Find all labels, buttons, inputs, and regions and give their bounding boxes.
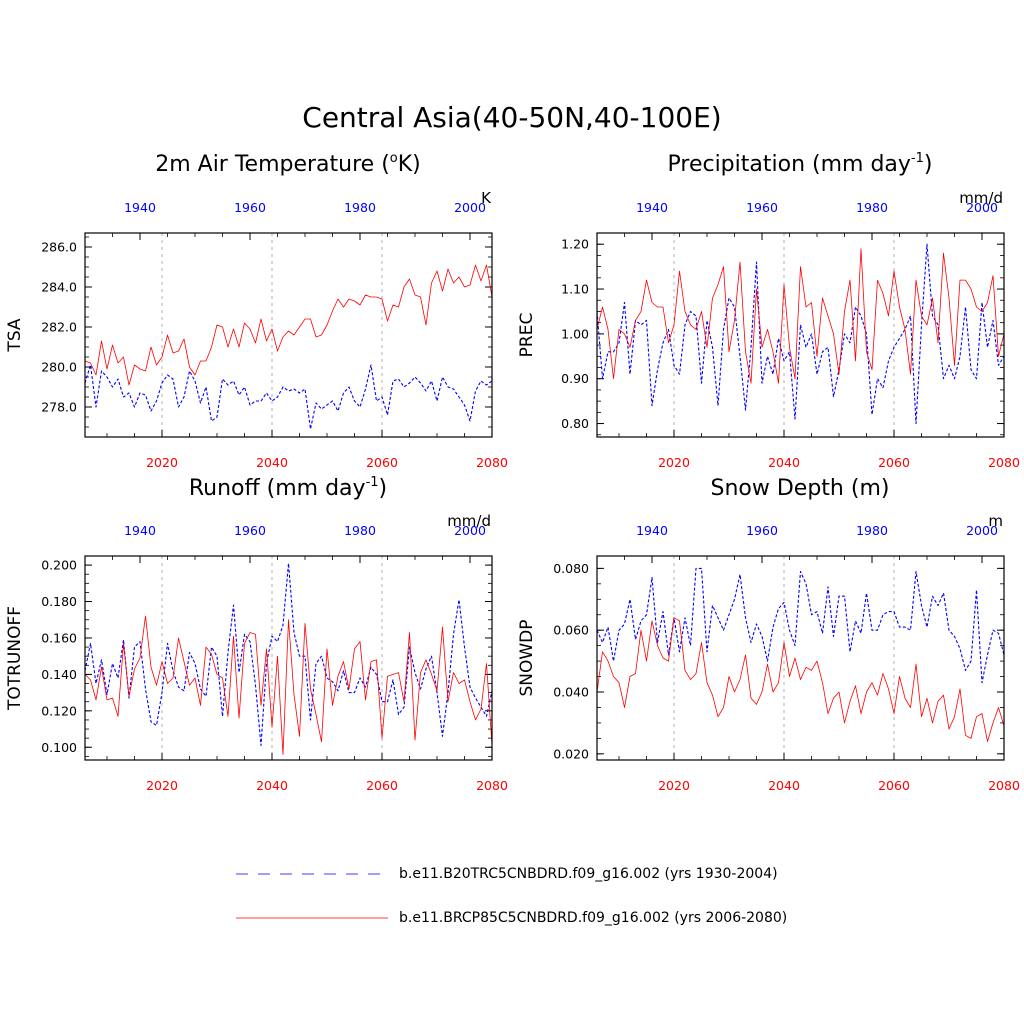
series-historical-line (84, 562, 493, 746)
panel-title-main: Runoff (mm day (189, 476, 366, 501)
ytick-label: 0.080 (553, 561, 589, 576)
xtick-label-top: 2000 (966, 523, 998, 538)
series-future-line (84, 615, 493, 755)
xtick-label-top: 1960 (234, 523, 266, 538)
xtick-label-bottom: 2080 (988, 778, 1020, 793)
y-axis-label: PREC (517, 313, 537, 358)
xtick-label-bottom: 2060 (366, 455, 398, 470)
ytick-label: 0.120 (41, 703, 77, 718)
legend-label-historical: b.e11.B20TRC5CNBDRD.f09_g16.002 (yrs 193… (399, 866, 778, 882)
xtick-label-bottom: 2040 (256, 455, 288, 470)
xtick-label-top: 1940 (124, 200, 156, 215)
ytick-label: 0.90 (561, 371, 589, 386)
panel-title-main: Snow Depth (m) (711, 476, 890, 501)
ytick-label: 1.10 (561, 282, 589, 297)
xtick-label-top: 1940 (124, 523, 156, 538)
panel-title-main: Precipitation (mm day (668, 152, 911, 177)
ytick-label: 0.140 (41, 667, 77, 682)
xtick-label-bottom: 2060 (366, 778, 398, 793)
ytick-label: 0.100 (41, 740, 77, 755)
panel-title-superscript: o (390, 151, 398, 166)
series-future-line (596, 617, 1005, 742)
ytick-label: 284.0 (41, 280, 77, 295)
xtick-label-top: 1980 (856, 523, 888, 538)
ytick-label: 282.0 (41, 320, 77, 335)
units-label: K (481, 189, 492, 207)
ytick-label: 1.00 (561, 326, 589, 341)
xtick-label-top: 1960 (746, 200, 778, 215)
xtick-label-bottom: 2060 (878, 778, 910, 793)
plot-frame (84, 232, 493, 438)
panel-title-snow: Snow Depth (m) (711, 476, 890, 501)
series-historical-line (84, 364, 493, 430)
xtick-label-top: 1980 (344, 523, 376, 538)
panel-title-end: ) (924, 152, 933, 177)
xtick-label-bottom: 2020 (146, 778, 178, 793)
xtick-label-bottom: 2080 (988, 455, 1020, 470)
series-future-line (596, 248, 1005, 384)
ytick-label: 0.200 (41, 558, 77, 573)
units-label: mm/d (959, 189, 1003, 207)
xtick-label-top: 1940 (636, 200, 668, 215)
panel-title-end: K) (398, 152, 421, 177)
ytick-label: 278.0 (41, 400, 77, 415)
y-axis-label: TSA (5, 318, 25, 352)
panel-runoff: Runoff (mm day-1) 0.100 0.120 0.140 0.160 0.1… (5, 475, 508, 793)
xtick-label-top: 2000 (966, 200, 998, 215)
main-title: Central Asia(40-50N,40-100E) (302, 101, 721, 134)
panel-tsa: 2m Air Temperature (oK) 278.0 280.0 282.0 28… (5, 151, 508, 470)
panels-container: 2m Air Temperature (oK)278.0280.0282.028… (5, 151, 1020, 793)
xtick-label-top: 2000 (454, 523, 486, 538)
plot-frame (84, 555, 493, 761)
xtick-label-bottom: 2080 (476, 455, 508, 470)
xtick-label-bottom: 2040 (768, 455, 800, 470)
panel-title-runoff: Runoff (mm day-1) (189, 475, 387, 501)
xtick-label-bottom: 2020 (658, 455, 690, 470)
xtick-label-bottom: 2040 (768, 778, 800, 793)
legend-label-future: b.e11.BRCP85C5CNBDRD.f09_g16.002 (yrs 20… (399, 910, 787, 926)
xtick-label-top: 1980 (344, 200, 376, 215)
xtick-label-top: 1980 (856, 200, 888, 215)
ytick-label: 0.060 (553, 623, 589, 638)
xtick-label-top: 1960 (234, 200, 266, 215)
xtick-label-top: 1960 (746, 523, 778, 538)
panel-title-superscript: -1 (366, 475, 379, 490)
panel-title-end: ) (379, 476, 388, 501)
xtick-label-bottom: 2020 (146, 455, 178, 470)
ytick-label: 280.0 (41, 360, 77, 375)
ytick-label: 0.020 (553, 746, 589, 761)
panel-prec: Precipitation (mm day-1) 0.80 0.90 1.00 1.10… (517, 151, 1020, 470)
panel-snow: Snow Depth (m) 0.020 0.040 0.060 0.080 2020 20… (517, 476, 1020, 793)
panel-title-prec: Precipitation (mm day-1) (668, 151, 933, 177)
series-historical-line (596, 567, 1005, 684)
ytick-label: 0.040 (553, 685, 589, 700)
xtick-label-top: 2000 (454, 200, 486, 215)
plot-frame (596, 232, 1005, 438)
ytick-label: 0.180 (41, 594, 77, 609)
units-label: m (988, 512, 1003, 530)
series-historical-line (596, 243, 1005, 425)
panel-title-main: 2m Air Temperature ( (155, 152, 390, 177)
xtick-label-bottom: 2040 (256, 778, 288, 793)
xtick-label-bottom: 2060 (878, 455, 910, 470)
ytick-label: 1.20 (561, 237, 589, 252)
y-axis-label: SNOWDP (517, 619, 537, 696)
series-future-line (84, 264, 493, 386)
ytick-label: 0.160 (41, 630, 77, 645)
xtick-label-bottom: 2080 (476, 778, 508, 793)
y-axis-label: TOTRUNOFF (5, 606, 25, 711)
ytick-label: 0.80 (561, 416, 589, 431)
legend: b.e11.B20TRC5CNBDRD.f09_g16.002 (yrs 193… (236, 866, 787, 926)
panel-title-tsa: 2m Air Temperature (oK) (155, 151, 421, 177)
panel-title-superscript: -1 (911, 151, 924, 166)
ytick-label: 286.0 (41, 240, 77, 255)
xtick-label-top: 1940 (636, 523, 668, 538)
xtick-label-bottom: 2020 (658, 778, 690, 793)
units-label: mm/d (447, 512, 491, 530)
plot-frame (596, 555, 1005, 761)
